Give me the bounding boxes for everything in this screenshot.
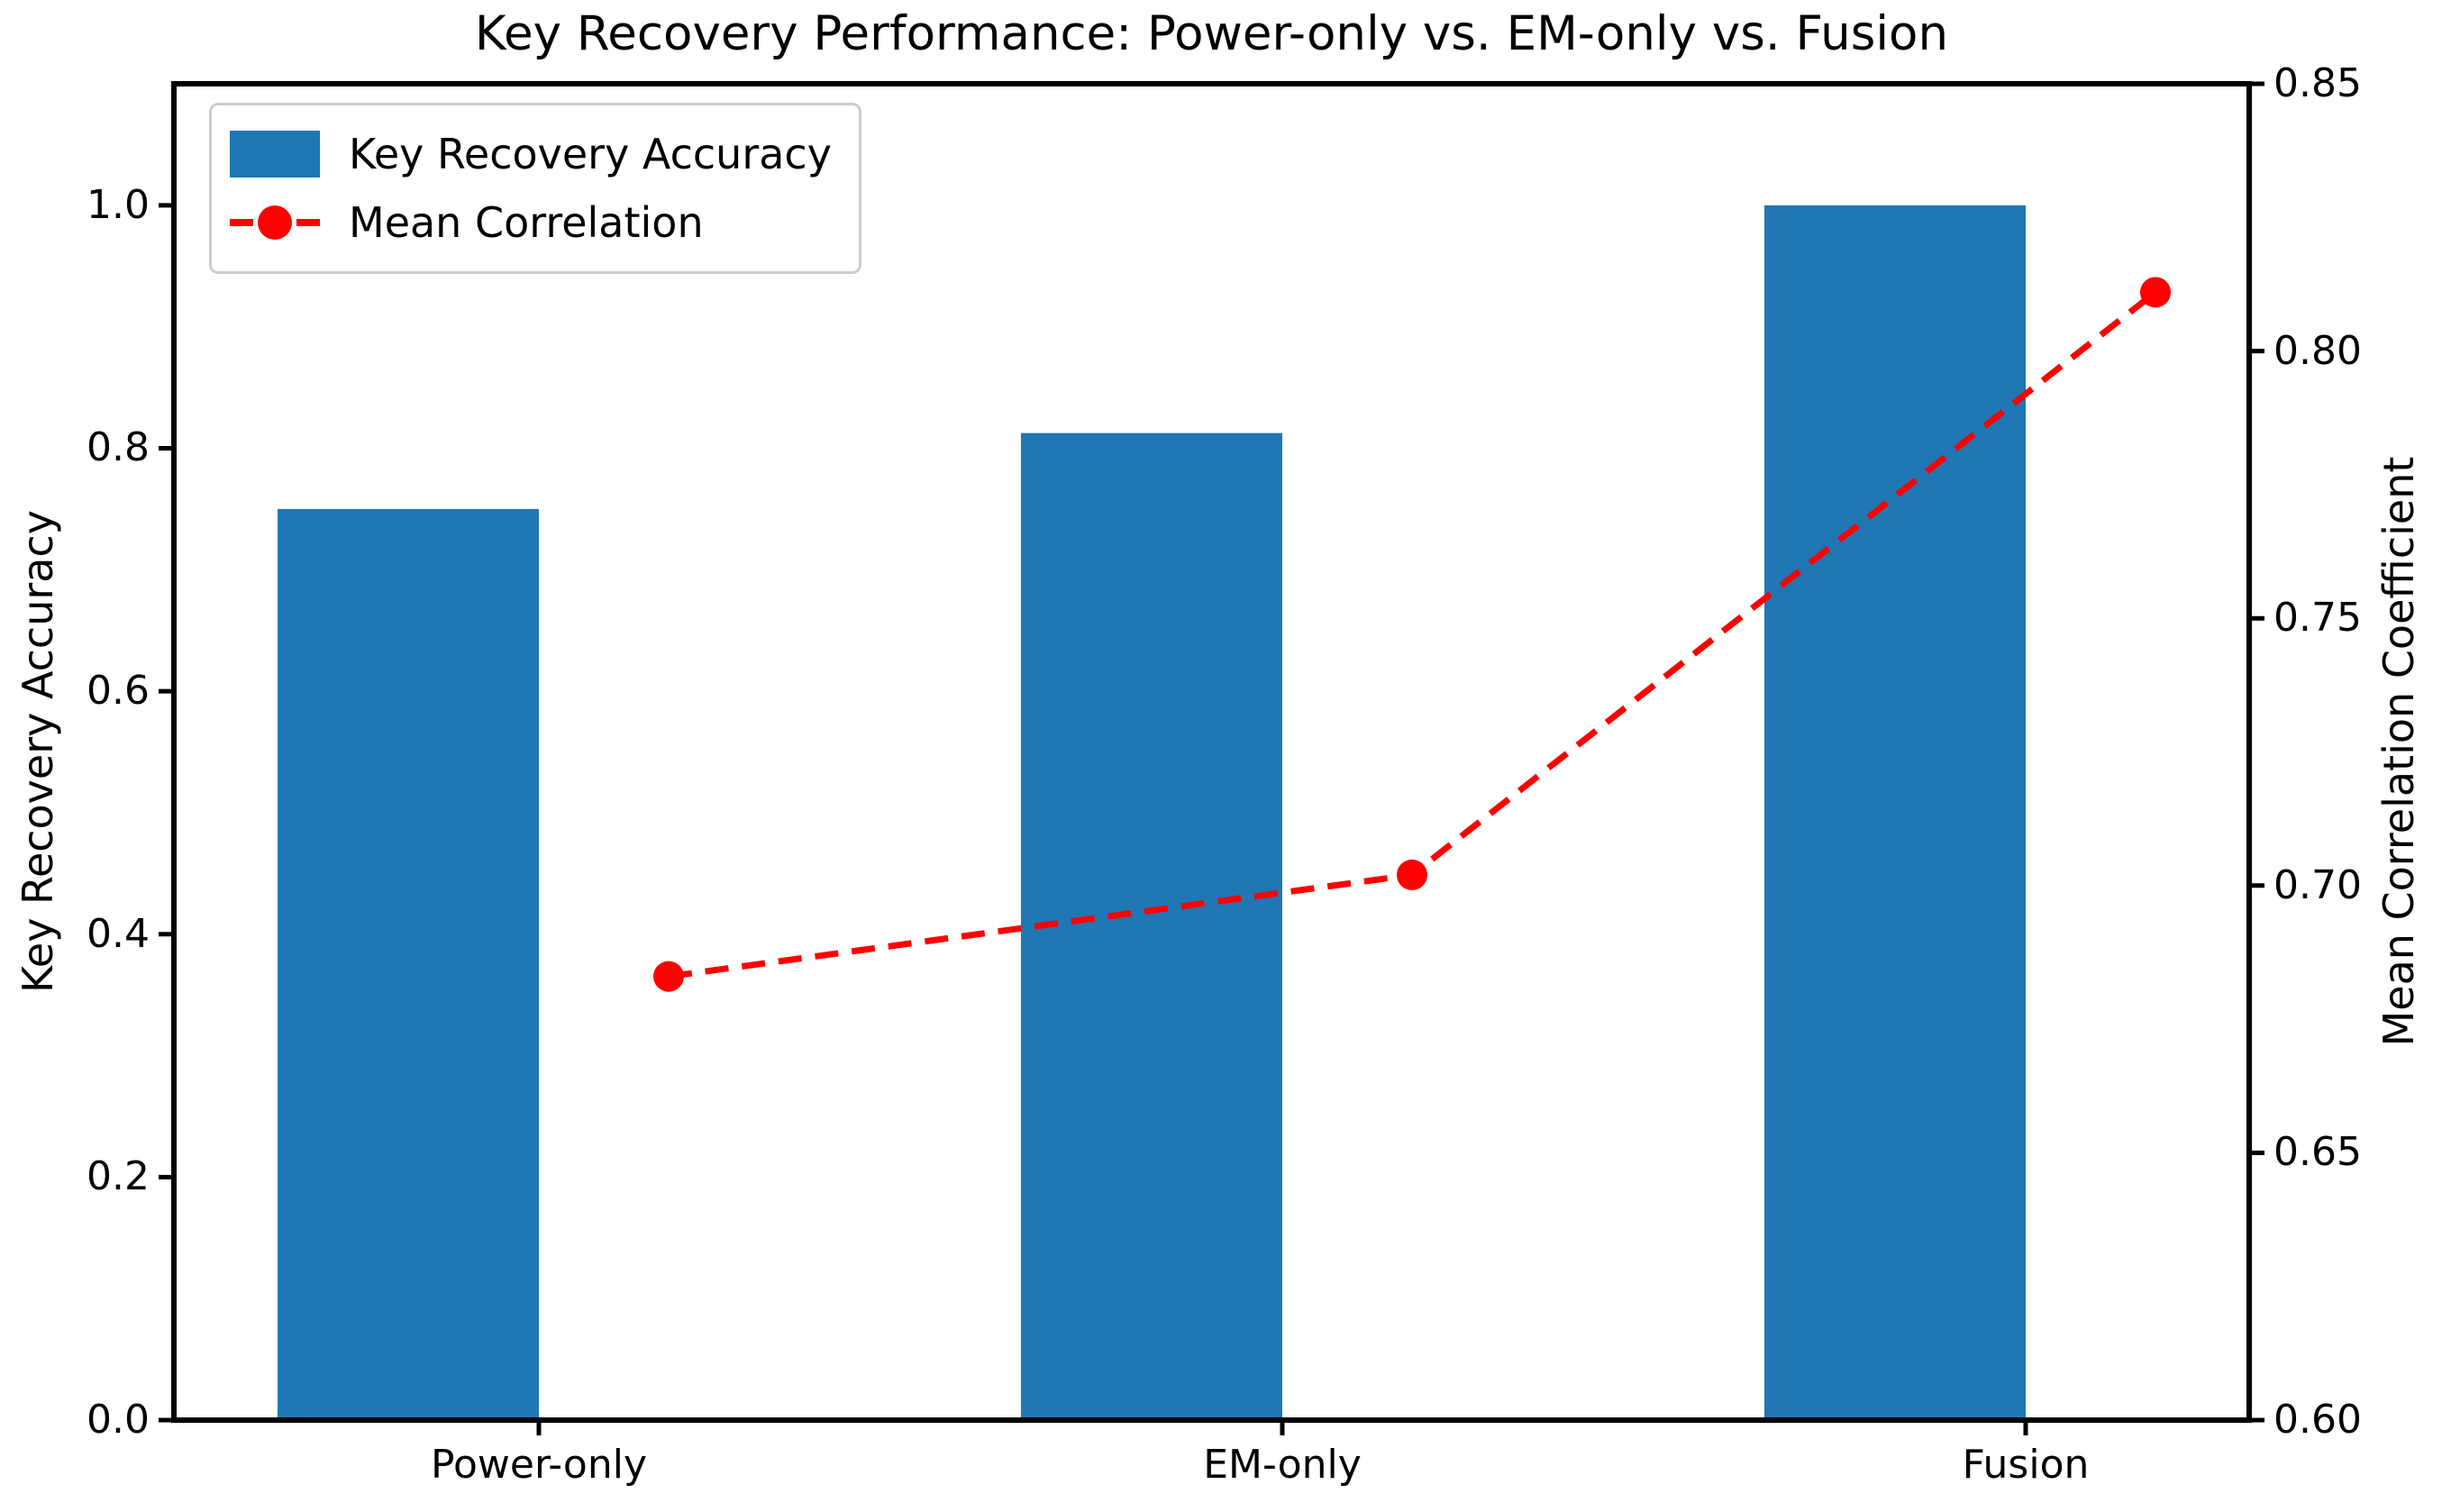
- right-axis-tick-label: 0.65: [2273, 1129, 2362, 1176]
- legend-label-correlation: Mean Correlation: [349, 198, 704, 247]
- legend-dash-icon: [296, 219, 320, 226]
- left-axis-tick-label: 1.0: [87, 181, 150, 228]
- legend-circle-marker-icon: [258, 205, 292, 240]
- left-axis-tick-label: 0.4: [87, 910, 150, 957]
- x-axis-tick-label-em-only: EM-only: [1203, 1442, 1362, 1488]
- legend: Key Recovery Accuracy Mean Correlation: [209, 103, 861, 274]
- x-axis-tick-label-power-only: Power-only: [431, 1442, 647, 1488]
- right-axis-tick-label: 0.70: [2273, 861, 2362, 908]
- marker-fusion: [2140, 277, 2171, 308]
- right-axis-tick-label: 0.60: [2273, 1397, 2362, 1443]
- left-axis-tick-label: 0.2: [87, 1153, 150, 1200]
- right-axis-tick-label: 0.85: [2273, 60, 2362, 106]
- right-axis-tick-label: 0.80: [2273, 327, 2362, 374]
- marker-power-only: [653, 961, 684, 992]
- legend-label-accuracy: Key Recovery Accuracy: [349, 130, 832, 178]
- axes-spines: [171, 81, 2252, 1423]
- bar-fusion: [1764, 205, 2026, 1421]
- bar-em-only: [1021, 433, 1282, 1420]
- legend-bar-swatch-icon: [230, 131, 320, 178]
- right-axis-tick-label: 0.75: [2273, 595, 2362, 642]
- bar-power-only: [278, 508, 539, 1420]
- marker-em-only: [1397, 859, 1427, 890]
- x-axis-tick-label-fusion: Fusion: [1962, 1442, 2090, 1488]
- left-axis-tick-label: 0.6: [87, 668, 150, 715]
- left-axis-tick-label: 0.8: [87, 424, 150, 471]
- left-axis-tick-label: 0.0: [87, 1397, 150, 1443]
- legend-entry-accuracy: Key Recovery Accuracy: [230, 122, 832, 187]
- chart-title: Key Recovery Performance: Power-only vs.…: [474, 6, 1949, 61]
- legend-dash-icon: [230, 219, 253, 226]
- legend-entry-correlation: Mean Correlation: [230, 190, 832, 255]
- legend-line-swatch-icon: [230, 199, 320, 246]
